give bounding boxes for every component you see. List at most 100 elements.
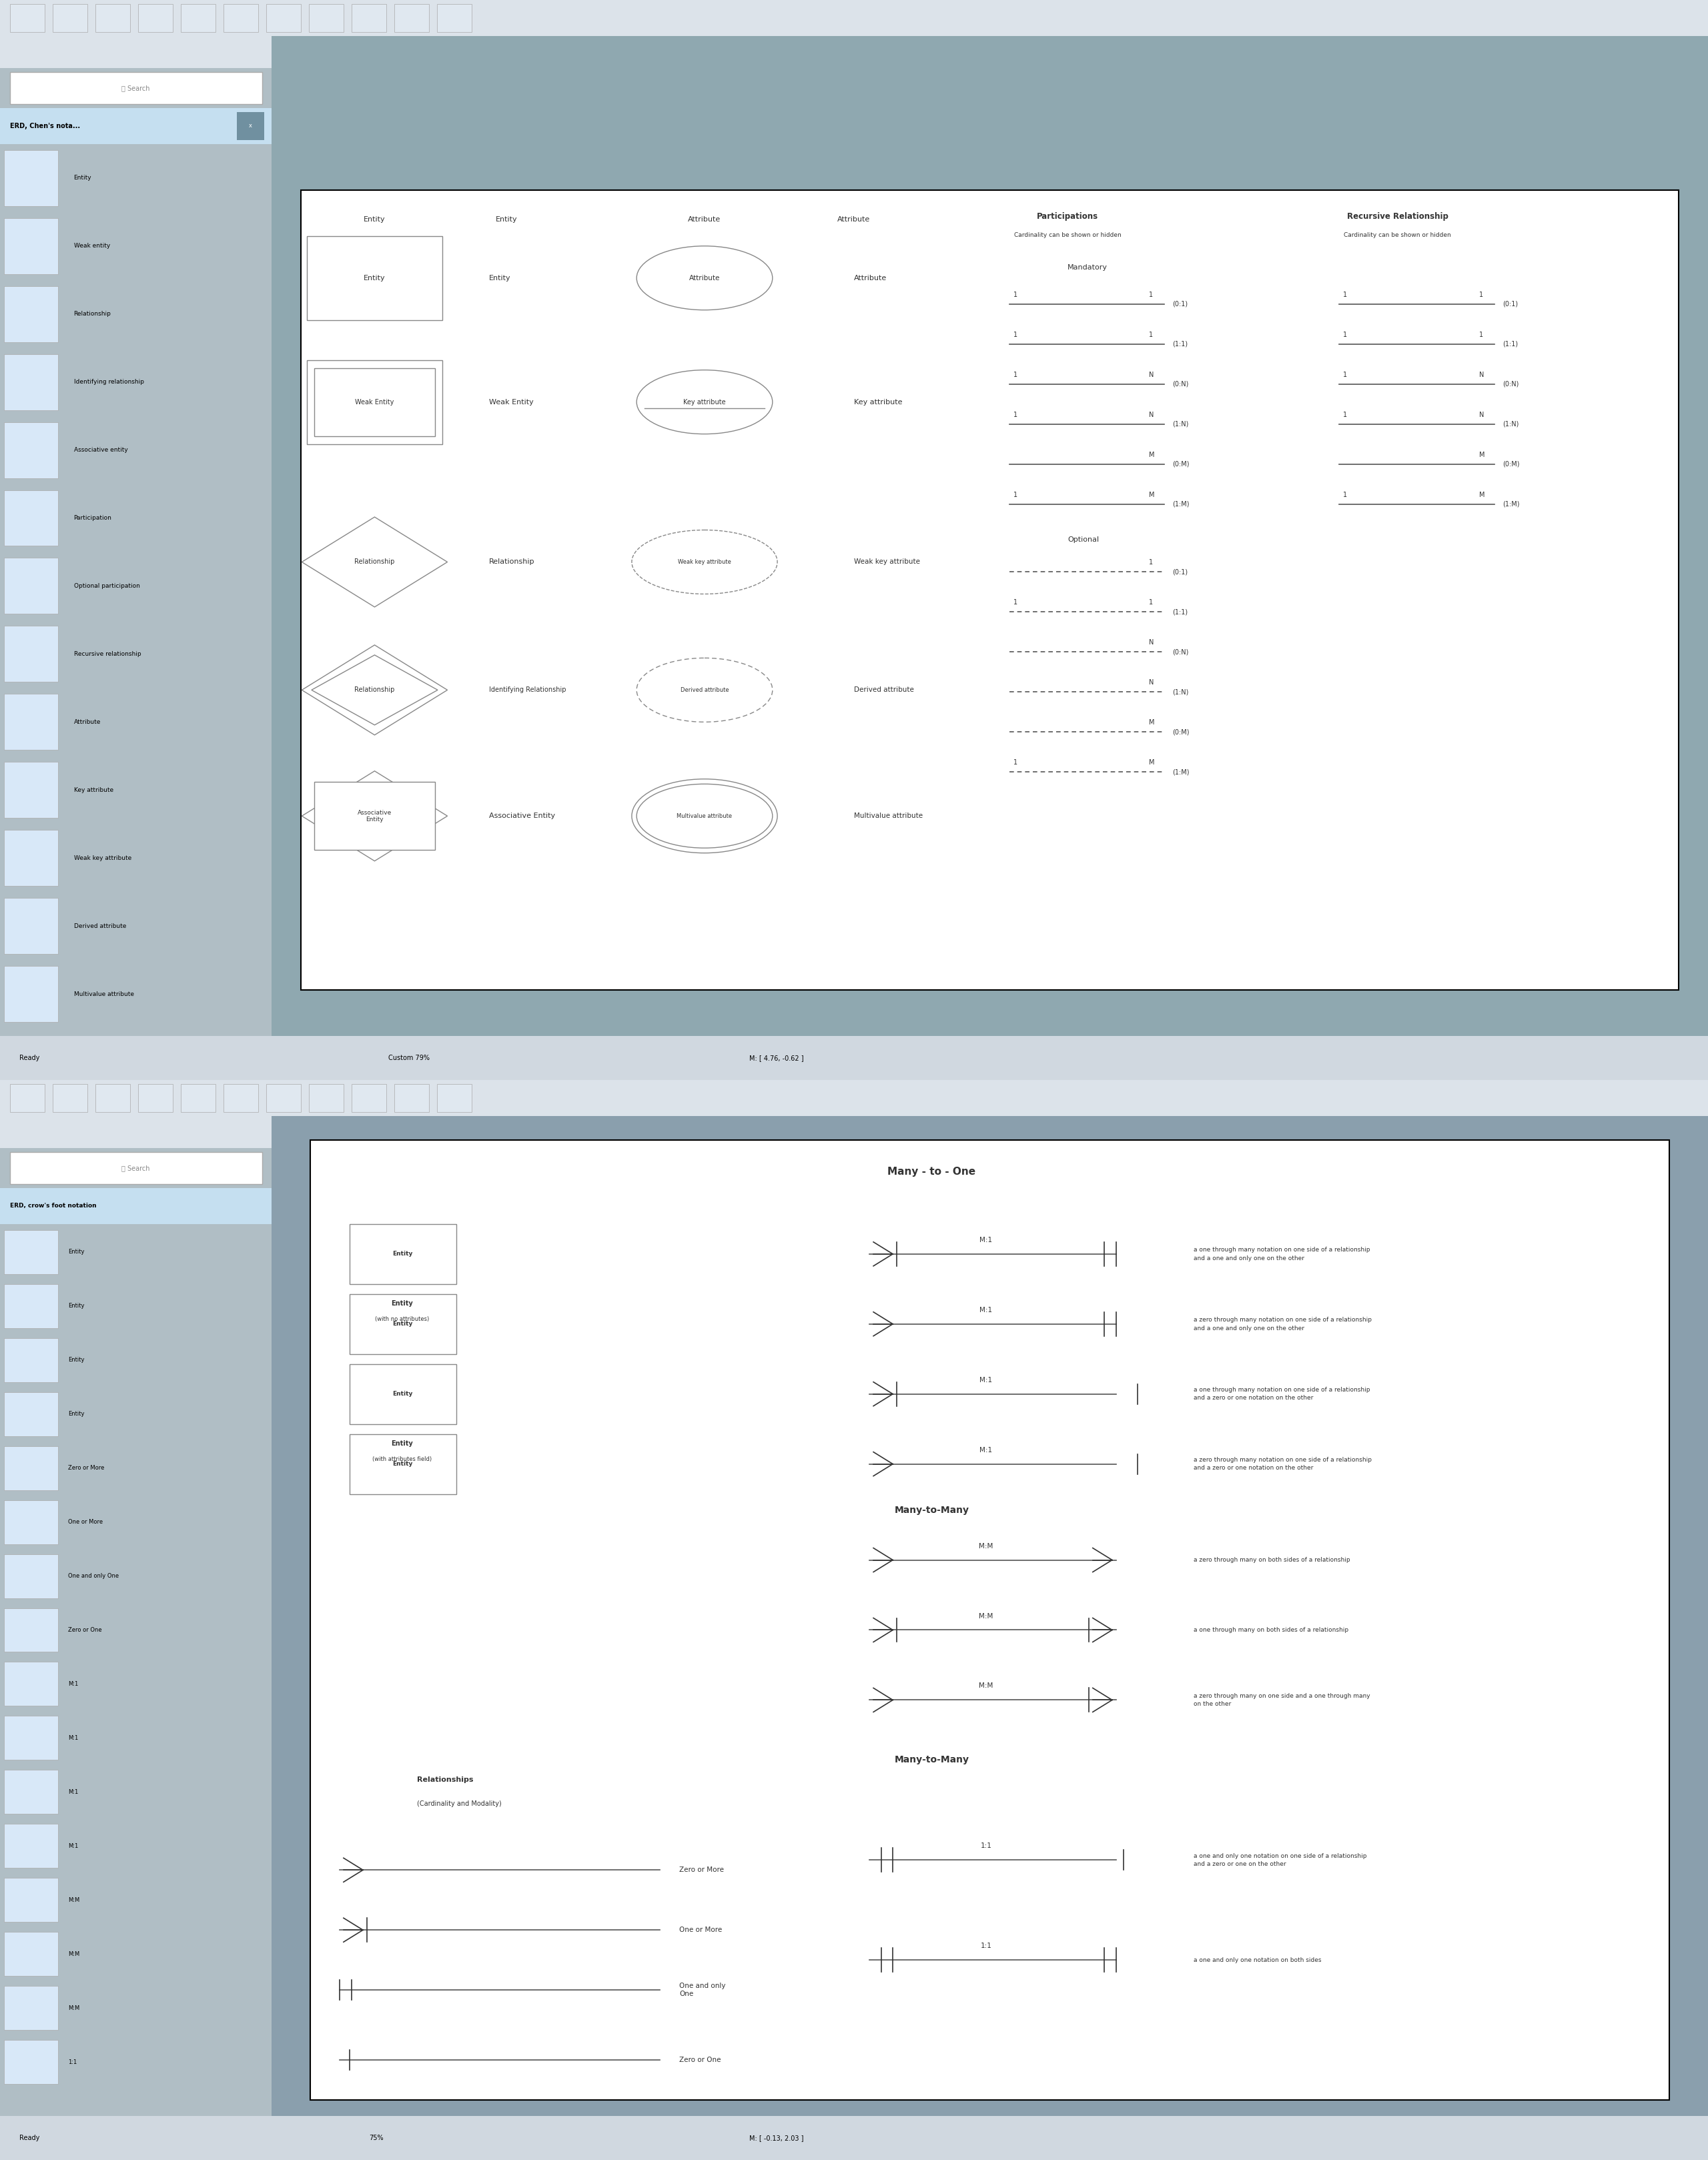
FancyBboxPatch shape [3, 421, 58, 477]
FancyBboxPatch shape [0, 0, 1708, 41]
FancyBboxPatch shape [3, 218, 58, 274]
FancyBboxPatch shape [237, 112, 265, 140]
Text: Associative entity: Associative entity [73, 447, 128, 454]
FancyBboxPatch shape [311, 1140, 1669, 2100]
Text: Mandatory: Mandatory [1068, 264, 1107, 270]
Text: a zero through many notation on one side of a relationship
and a one and only on: a zero through many notation on one side… [1194, 1318, 1372, 1331]
Text: Associative
Entity: Associative Entity [357, 810, 391, 823]
FancyBboxPatch shape [181, 4, 215, 32]
Text: (1:M): (1:M) [1172, 769, 1189, 775]
Text: 1: 1 [1149, 330, 1153, 337]
FancyBboxPatch shape [3, 1607, 58, 1652]
Text: Entity: Entity [68, 1302, 84, 1309]
Text: Entity: Entity [364, 216, 386, 222]
FancyBboxPatch shape [3, 966, 58, 1022]
Text: Attribute: Attribute [854, 274, 886, 281]
FancyBboxPatch shape [0, 0, 1708, 37]
Text: Entity: Entity [495, 216, 518, 222]
Ellipse shape [637, 784, 772, 849]
Text: 🔍 Search: 🔍 Search [121, 84, 150, 91]
Text: M:1: M:1 [68, 1788, 79, 1795]
Text: 🔍 Search: 🔍 Search [121, 1164, 150, 1171]
Text: Entity: Entity [68, 1356, 84, 1363]
Text: Weak key attribute: Weak key attribute [678, 559, 731, 566]
FancyBboxPatch shape [0, 67, 272, 1080]
FancyBboxPatch shape [350, 1294, 456, 1354]
Text: (0:1): (0:1) [1172, 300, 1187, 307]
Text: Recursive relationship: Recursive relationship [73, 650, 140, 657]
Text: x: x [249, 123, 253, 130]
Text: (0:M): (0:M) [1172, 728, 1189, 734]
Text: Entity: Entity [488, 274, 511, 281]
FancyBboxPatch shape [3, 899, 58, 955]
Text: Participations: Participations [1037, 212, 1098, 220]
Text: Participation: Participation [73, 514, 111, 521]
Text: a zero through many on both sides of a relationship: a zero through many on both sides of a r… [1194, 1557, 1351, 1564]
FancyBboxPatch shape [3, 1931, 58, 1976]
Text: (0:1): (0:1) [1172, 568, 1187, 575]
Text: M: M [1149, 760, 1155, 767]
Polygon shape [311, 654, 437, 726]
FancyBboxPatch shape [272, 1117, 1708, 2117]
Text: M:1: M:1 [68, 1842, 79, 1849]
Polygon shape [302, 646, 447, 734]
Text: (1:N): (1:N) [1172, 689, 1189, 696]
FancyBboxPatch shape [3, 693, 58, 750]
Polygon shape [302, 771, 447, 862]
Text: Derived attribute: Derived attribute [854, 687, 914, 693]
Text: M:1: M:1 [68, 1734, 79, 1741]
FancyBboxPatch shape [437, 1084, 471, 1112]
Text: Cardinality can be shown or hidden: Cardinality can be shown or hidden [1344, 231, 1452, 238]
FancyBboxPatch shape [0, 1080, 1708, 1117]
Text: 75%: 75% [369, 2134, 383, 2141]
Text: Entity: Entity [393, 1251, 413, 1257]
Text: Weak Entity: Weak Entity [355, 400, 395, 406]
Text: M:1: M:1 [980, 1376, 992, 1382]
Text: N: N [1479, 410, 1484, 419]
Text: (1:N): (1:N) [1172, 421, 1189, 428]
Text: (0:N): (0:N) [1503, 380, 1518, 387]
FancyBboxPatch shape [307, 361, 442, 445]
Text: Identifying relationship: Identifying relationship [73, 378, 143, 384]
Text: Optional: Optional [1068, 536, 1098, 542]
Text: Zero or One: Zero or One [680, 2056, 721, 2063]
FancyBboxPatch shape [3, 149, 58, 205]
Text: One or More: One or More [680, 1927, 722, 1933]
Text: (0:1): (0:1) [1503, 300, 1518, 307]
Polygon shape [302, 516, 447, 607]
Text: 1: 1 [1342, 410, 1348, 419]
Text: Multivalue attribute: Multivalue attribute [854, 812, 922, 819]
Text: M:1: M:1 [68, 1680, 79, 1687]
FancyBboxPatch shape [352, 4, 386, 32]
Text: Entity: Entity [68, 1248, 84, 1255]
FancyBboxPatch shape [350, 1363, 456, 1423]
FancyBboxPatch shape [3, 1499, 58, 1544]
Text: One and only One: One and only One [68, 1572, 120, 1579]
Text: Attribute: Attribute [837, 216, 871, 222]
FancyBboxPatch shape [0, 108, 272, 145]
FancyBboxPatch shape [0, 2117, 1708, 2160]
Text: N: N [1479, 372, 1484, 378]
Text: Ready: Ready [19, 2134, 39, 2141]
FancyBboxPatch shape [0, 1147, 272, 2117]
Text: a one and only one notation on both sides: a one and only one notation on both side… [1194, 1957, 1322, 1963]
Text: Key attribute: Key attribute [683, 400, 726, 406]
Text: (0:M): (0:M) [1172, 460, 1189, 467]
FancyBboxPatch shape [53, 1084, 87, 1112]
FancyBboxPatch shape [96, 4, 130, 32]
Text: Derived attribute: Derived attribute [73, 922, 126, 929]
Text: Ready: Ready [19, 1054, 39, 1061]
Ellipse shape [632, 529, 777, 594]
Text: ERD, crow's foot notation: ERD, crow's foot notation [10, 1203, 96, 1210]
FancyBboxPatch shape [3, 557, 58, 613]
Text: Many - to - One: Many - to - One [888, 1166, 975, 1177]
Text: a one through many on both sides of a relationship: a one through many on both sides of a re… [1194, 1626, 1349, 1633]
Text: 1: 1 [1013, 410, 1018, 419]
FancyBboxPatch shape [53, 4, 87, 32]
Text: Entity: Entity [68, 1410, 84, 1417]
FancyBboxPatch shape [350, 1225, 456, 1283]
FancyBboxPatch shape [3, 2039, 58, 2084]
Text: One and only
One: One and only One [680, 1983, 726, 1998]
FancyBboxPatch shape [3, 1553, 58, 1598]
Text: Attribute: Attribute [73, 719, 101, 726]
